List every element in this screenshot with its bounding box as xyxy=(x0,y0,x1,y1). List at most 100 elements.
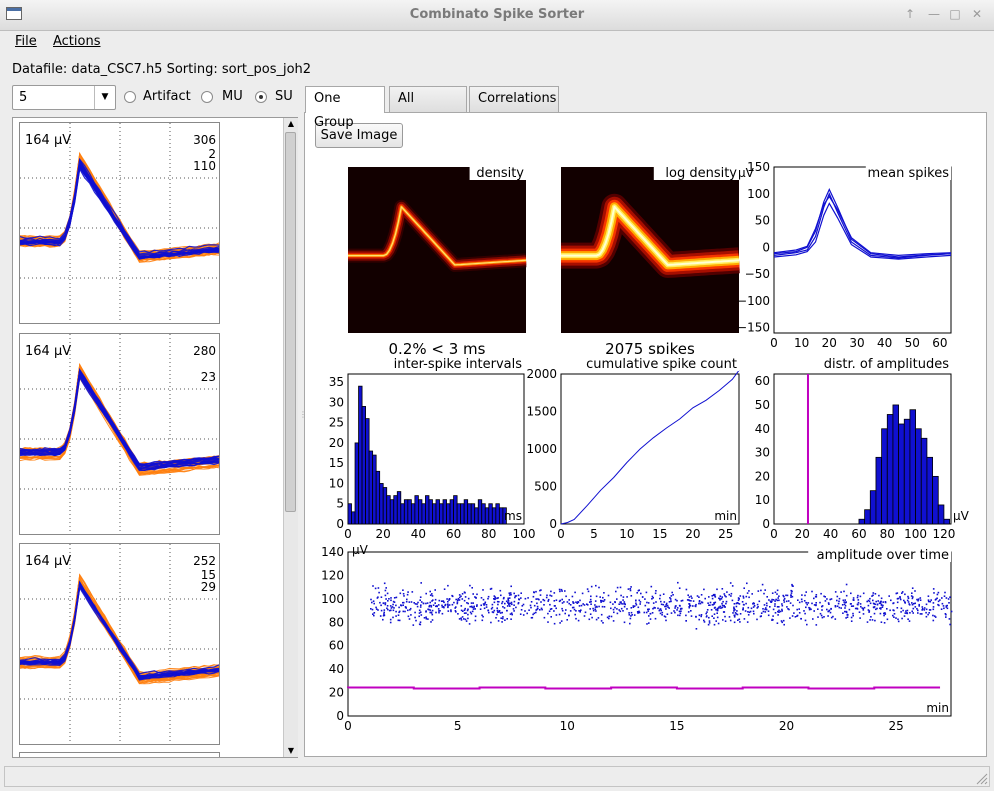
scroll-up-icon[interactable]: ▲ xyxy=(287,119,295,128)
group-thumbnail[interactable]: 164 µV 252 15 29 xyxy=(19,543,220,745)
amp-point xyxy=(637,606,640,609)
group-select[interactable]: 5 ▼ xyxy=(12,85,116,110)
scrollbar-thumb[interactable] xyxy=(285,132,296,512)
chevron-down-icon[interactable]: ▼ xyxy=(94,86,115,109)
amplitude-bar xyxy=(915,428,922,525)
amp-point xyxy=(654,592,657,595)
amp-point xyxy=(713,602,715,604)
amp-point xyxy=(721,588,724,590)
amp-point xyxy=(734,612,737,614)
amp-point xyxy=(805,606,807,609)
amp-point xyxy=(508,594,511,596)
amp-point xyxy=(820,614,823,617)
isi-unit: ms xyxy=(504,509,522,523)
isi-title: inter-spike intervals xyxy=(394,357,523,372)
amp-point xyxy=(879,607,881,610)
amp-point xyxy=(721,602,723,605)
amp-point xyxy=(932,602,935,604)
amp-point xyxy=(575,617,577,620)
amp-point xyxy=(508,602,511,605)
amp-point xyxy=(572,606,575,609)
amp-point xyxy=(431,595,434,597)
tab-all-groups[interactable]: All Groups xyxy=(389,86,467,130)
amp-point xyxy=(573,608,576,611)
mean-spikes-ytick: 150 xyxy=(747,160,770,174)
amp-point xyxy=(699,602,702,605)
amp-point xyxy=(771,598,773,601)
amp-point xyxy=(746,592,749,594)
amp-point xyxy=(583,604,586,606)
amp-point xyxy=(850,603,852,605)
radio-artifact[interactable] xyxy=(124,91,136,103)
amp-point xyxy=(827,615,829,617)
isi-bar xyxy=(481,503,486,525)
amp-point xyxy=(690,615,693,617)
amplitudes-ytick: 0 xyxy=(762,517,770,531)
amp-point xyxy=(612,620,615,622)
amp-point xyxy=(884,613,887,615)
menu-file[interactable]: File xyxy=(15,34,37,49)
maximize-button[interactable]: □ xyxy=(949,7,961,21)
amp-point xyxy=(629,588,632,590)
amp-point xyxy=(685,588,688,591)
amp-point xyxy=(932,608,935,611)
tab-one-group[interactable]: One Group xyxy=(305,86,385,130)
scroll-down-icon[interactable]: ▼ xyxy=(287,746,295,755)
amp-point xyxy=(454,610,457,612)
group-thumbnail[interactable]: 164 µV 306 2 110 xyxy=(19,122,220,324)
amp-point xyxy=(703,619,705,622)
amp-point xyxy=(588,618,591,621)
amp-point xyxy=(577,601,579,603)
amp-point xyxy=(688,603,690,605)
amp-point xyxy=(512,608,515,610)
amp-point xyxy=(801,600,803,603)
amp-point xyxy=(790,592,793,594)
amp-point xyxy=(711,597,714,600)
amp-point xyxy=(529,604,532,607)
vertical-scrollbar[interactable]: ▲ ▼ xyxy=(283,118,298,757)
cumulative-line xyxy=(560,370,740,525)
amp-point xyxy=(618,609,620,611)
group-thumbnail[interactable]: 164 µV 280 23 xyxy=(19,333,220,535)
amp-point xyxy=(753,605,756,607)
amp-point xyxy=(789,617,791,619)
amp-point xyxy=(595,584,597,587)
radio-mu[interactable] xyxy=(201,91,213,103)
amp-point xyxy=(511,603,513,606)
amp-point xyxy=(463,599,466,602)
amp-point xyxy=(419,599,421,601)
menu-actions[interactable]: Actions xyxy=(53,34,101,49)
isi-bar xyxy=(421,503,426,525)
amp-point xyxy=(708,596,710,598)
group-thumbnail[interactable] xyxy=(19,752,220,757)
amp-point xyxy=(463,612,466,614)
close-button[interactable]: ✕ xyxy=(971,7,983,21)
save-image-button[interactable]: Save Image xyxy=(315,123,403,148)
amp-point xyxy=(526,612,528,615)
amp-point xyxy=(709,601,712,604)
window-icon[interactable] xyxy=(6,7,22,20)
amp-point xyxy=(817,616,819,618)
isi-bar xyxy=(428,499,433,525)
amp-point xyxy=(503,607,506,609)
tab-correlations[interactable]: Correlations xyxy=(469,86,559,112)
amp-point xyxy=(944,591,946,594)
amp-point xyxy=(669,598,672,600)
amp-point xyxy=(389,618,392,621)
resize-grip-icon[interactable] xyxy=(976,773,988,785)
minimize-button[interactable]: — xyxy=(928,7,940,21)
amp-point xyxy=(737,619,739,621)
amp-point xyxy=(510,585,512,588)
isi-bar xyxy=(382,487,388,525)
group-list-panel[interactable]: 164 µV 306 2 110 164 µV 280 23 164 µV 25… xyxy=(12,117,298,758)
amp-point xyxy=(451,603,454,606)
amp-time-ytick: 60 xyxy=(329,639,344,653)
splitter-handle[interactable]: ⋮ xyxy=(299,410,307,419)
amp-point xyxy=(609,601,612,604)
amp-point xyxy=(859,603,862,605)
amp-point xyxy=(434,589,436,591)
radio-su[interactable] xyxy=(255,91,267,103)
keep-above-button[interactable]: ↑ xyxy=(904,7,916,21)
amp-point xyxy=(399,592,402,595)
amp-point xyxy=(705,612,707,615)
